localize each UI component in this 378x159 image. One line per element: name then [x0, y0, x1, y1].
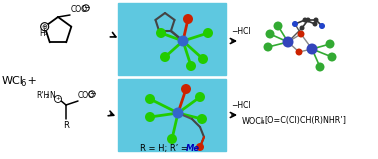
Circle shape: [156, 28, 166, 38]
Circle shape: [296, 48, 302, 55]
Circle shape: [319, 23, 325, 29]
Circle shape: [305, 17, 310, 23]
Bar: [118, 79, 226, 151]
Text: −: −: [83, 3, 89, 13]
Circle shape: [172, 107, 183, 118]
Circle shape: [319, 24, 324, 28]
Circle shape: [263, 42, 273, 52]
Circle shape: [54, 96, 62, 103]
Text: [O=C(Cl)CH(R)NHR’]: [O=C(Cl)CH(R)NHR’]: [264, 117, 346, 125]
Text: WOCl: WOCl: [242, 117, 264, 125]
Text: 6: 6: [20, 80, 25, 89]
Text: −HCl: −HCl: [231, 101, 251, 110]
Circle shape: [183, 14, 193, 24]
Circle shape: [274, 21, 282, 31]
Circle shape: [41, 23, 49, 31]
Text: +: +: [24, 76, 37, 86]
Circle shape: [313, 21, 318, 27]
Circle shape: [160, 52, 170, 62]
Circle shape: [282, 37, 293, 48]
Text: WCl: WCl: [2, 76, 24, 86]
Text: R = H; R’ =: R = H; R’ =: [140, 144, 191, 153]
Circle shape: [316, 62, 324, 72]
Text: N: N: [49, 90, 55, 100]
Circle shape: [167, 134, 177, 144]
Circle shape: [145, 94, 155, 104]
Circle shape: [265, 30, 274, 38]
Circle shape: [83, 5, 89, 11]
Text: H: H: [39, 29, 45, 38]
Bar: [118, 3, 226, 75]
Circle shape: [198, 54, 208, 64]
Circle shape: [325, 39, 335, 48]
Circle shape: [203, 28, 213, 38]
Circle shape: [178, 35, 189, 46]
Text: ⊕: ⊕: [42, 24, 48, 30]
Circle shape: [293, 21, 297, 27]
Circle shape: [145, 112, 155, 122]
Text: −: −: [89, 90, 95, 98]
Circle shape: [195, 92, 205, 102]
Text: −HCl: −HCl: [231, 27, 251, 36]
Circle shape: [186, 61, 196, 71]
Text: 2: 2: [46, 94, 50, 100]
Circle shape: [181, 84, 191, 94]
Circle shape: [196, 143, 204, 151]
Circle shape: [302, 17, 307, 23]
Circle shape: [313, 17, 319, 23]
Circle shape: [299, 25, 305, 31]
Text: Me: Me: [186, 144, 200, 153]
Text: R'H: R'H: [36, 90, 49, 100]
Circle shape: [41, 23, 49, 31]
Text: COO: COO: [71, 5, 88, 14]
Text: 4: 4: [261, 121, 265, 125]
Circle shape: [327, 52, 336, 62]
Text: ₂: ₂: [45, 31, 47, 36]
Text: +: +: [55, 97, 60, 101]
Circle shape: [197, 114, 207, 124]
Circle shape: [83, 5, 89, 11]
Text: R: R: [63, 121, 69, 130]
Circle shape: [307, 44, 318, 55]
Circle shape: [297, 31, 305, 38]
Circle shape: [89, 91, 95, 97]
Circle shape: [292, 21, 298, 27]
Text: COO: COO: [78, 91, 95, 100]
